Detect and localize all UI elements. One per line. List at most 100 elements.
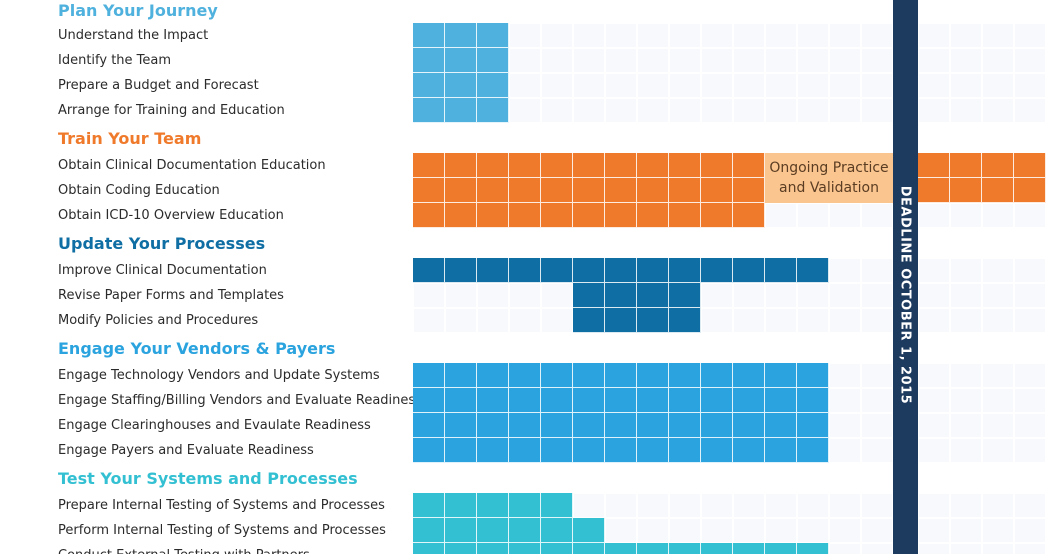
gantt-cell-empty [733,48,765,73]
gantt-cell-empty [950,388,982,413]
gantt-cell-empty [829,308,861,333]
gantt-cell-filled [637,308,669,333]
gantt-cell-filled [950,178,982,203]
gantt-cell-empty [701,518,733,543]
gantt-cell-empty [765,203,797,228]
ongoing-practice-callout: Ongoing Practice and Validation [765,153,893,203]
gantt-cell-empty [669,98,701,123]
gantt-cell-filled [413,493,445,518]
gantt-cell-empty [541,48,573,73]
gantt-cell-filled [413,23,445,48]
task-label: Understand the Impact [58,28,209,43]
gantt-cell-filled [509,258,541,283]
gantt-cell-filled [605,388,637,413]
gantt-cell-filled [445,203,477,228]
gantt-cell-filled [605,413,637,438]
gantt-cell-empty [950,308,982,333]
gantt-cell-empty [445,283,477,308]
gantt-cell-filled [765,438,797,463]
gantt-cell-filled [413,98,445,123]
gantt-cell-filled [541,363,573,388]
gantt-cell-filled [541,388,573,413]
task-label: Identify the Team [58,53,172,68]
gantt-cell-empty [982,203,1014,228]
gantt-cell-filled [477,98,509,123]
gantt-cell-empty [861,518,893,543]
gantt-cell-filled [733,203,765,228]
task-label: Conduct External Testing with Partners [58,543,310,554]
gantt-cell-filled [477,23,509,48]
gantt-cell-filled [797,258,829,283]
gantt-cell-empty [861,543,893,554]
gantt-cell-filled [733,178,765,203]
gantt-cell-empty [950,283,982,308]
gantt-cell-empty [797,203,829,228]
task-label: Engage Staffing/Billing Vendors and Eval… [58,393,422,408]
gantt-cell-empty [861,493,893,518]
gantt-cell-empty [1014,23,1046,48]
gantt-cell-empty [982,308,1014,333]
gantt-cell-empty [733,98,765,123]
gantt-cell-filled [477,153,509,178]
gantt-cell-empty [829,258,861,283]
gantt-cell-empty [861,413,893,438]
gantt-cell-empty [829,98,861,123]
gantt-cell-filled [573,413,605,438]
gantt-cell-filled [701,178,733,203]
gantt-cell-filled [477,363,509,388]
gantt-cell-filled [541,543,573,554]
gantt-cell-empty [605,518,637,543]
gantt-cell-filled [950,153,982,178]
gantt-cell-filled [477,518,509,543]
gantt-cell-filled [413,203,445,228]
gantt-cell-empty [1014,283,1046,308]
gantt-cell-empty [509,73,541,98]
gantt-cell-empty [765,73,797,98]
gantt-cell-filled [413,388,445,413]
gantt-cell-empty [509,283,541,308]
gantt-cell-empty [541,23,573,48]
gantt-cell-empty [829,203,861,228]
gantt-cell-empty [950,23,982,48]
gantt-cell-empty [918,258,950,283]
gantt-cell-filled [765,413,797,438]
gantt-cell-empty [605,48,637,73]
gantt-cell-empty [573,23,605,48]
gantt-cell-filled [541,438,573,463]
gantt-cell-empty [669,518,701,543]
phase-title: Update Your Processes [58,234,266,253]
gantt-cell-filled [605,543,637,554]
gantt-cell-filled [445,73,477,98]
gantt-cell-empty [1014,518,1046,543]
gantt-cell-empty [918,363,950,388]
gantt-cell-empty [733,518,765,543]
gantt-cell-empty [918,23,950,48]
gantt-cell-filled [669,153,701,178]
gantt-cell-filled [733,388,765,413]
gantt-cell-empty [605,23,637,48]
gantt-cell-empty [541,308,573,333]
gantt-cell-empty [950,258,982,283]
gantt-cell-filled [797,388,829,413]
gantt-cell-empty [701,98,733,123]
gantt-cell-empty [950,543,982,554]
gantt-cell-filled [637,543,669,554]
gantt-cell-filled [573,308,605,333]
gantt-cell-empty [509,98,541,123]
gantt-cell-filled [797,413,829,438]
gantt-cell-filled [701,388,733,413]
gantt-cell-filled [797,438,829,463]
gantt-cell-filled [573,258,605,283]
gantt-cell-filled [669,363,701,388]
gantt-cell-filled [445,388,477,413]
gantt-cell-empty [982,73,1014,98]
gantt-cell-empty [1014,493,1046,518]
phase-title: Train Your Team [58,129,202,148]
gantt-cell-filled [765,543,797,554]
gantt-cell-empty [733,493,765,518]
gantt-cell-filled [477,543,509,554]
gantt-cell-filled [509,388,541,413]
task-label: Obtain Coding Education [58,183,220,198]
gantt-cell-filled [541,203,573,228]
gantt-cell-filled [573,363,605,388]
